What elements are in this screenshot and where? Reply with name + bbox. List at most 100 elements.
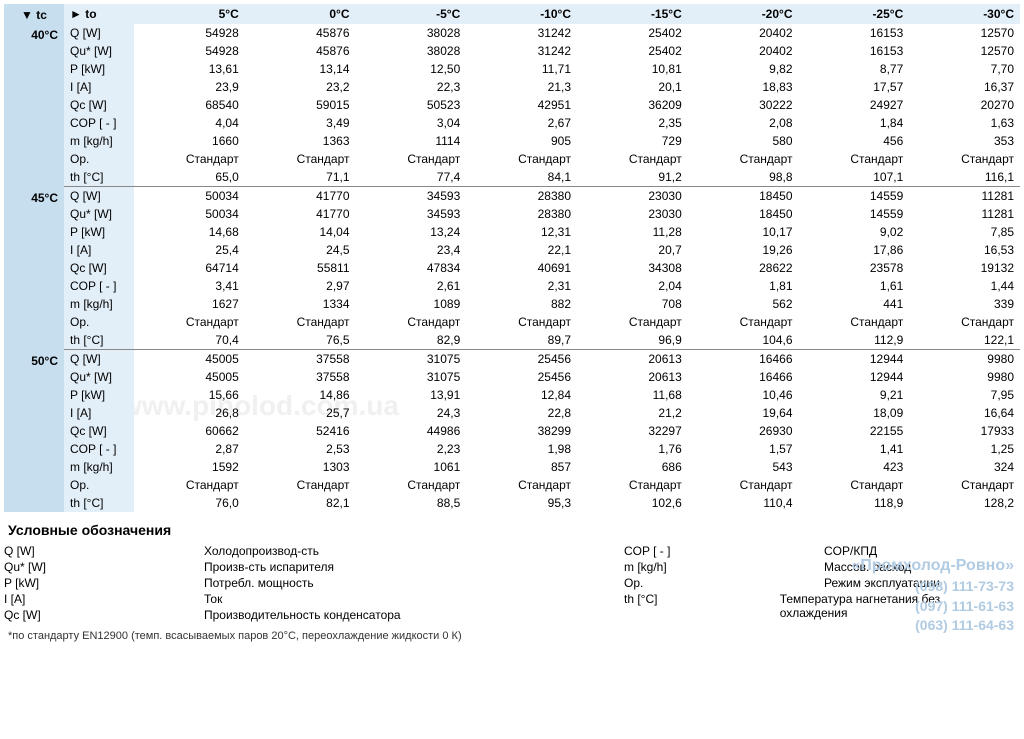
value-cell: 25,7 — [245, 404, 356, 422]
value-cell: 50034 — [134, 205, 245, 223]
table-row: th [°C]70,476,582,989,796,9104,6112,9122… — [4, 331, 1020, 350]
param-cell: Op. — [64, 313, 134, 331]
value-cell: 11281 — [909, 187, 1020, 206]
value-cell: Стандарт — [134, 313, 245, 331]
legend-row: Q [W]Холодопроизвод-сть — [4, 544, 564, 558]
value-cell: 25402 — [577, 42, 688, 60]
value-cell: 30222 — [688, 96, 799, 114]
value-cell: 71,1 — [245, 168, 356, 187]
value-cell: 116,1 — [909, 168, 1020, 187]
table-row: 40°CQ [W]5492845876380283124225402204021… — [4, 24, 1020, 42]
value-cell: 21,3 — [466, 78, 577, 96]
param-cell: Qu* [W] — [64, 368, 134, 386]
value-cell: 857 — [466, 458, 577, 476]
value-cell: 1,41 — [799, 440, 910, 458]
value-cell: 1,61 — [799, 277, 910, 295]
value-cell: 12570 — [909, 42, 1020, 60]
value-cell: Стандарт — [245, 150, 356, 168]
legend-key: Qc [W] — [4, 608, 204, 622]
table-row: P [kW]15,6614,8613,9112,8411,6810,469,21… — [4, 386, 1020, 404]
value-cell: 60662 — [134, 422, 245, 440]
value-cell: 8,77 — [799, 60, 910, 78]
value-cell: 25402 — [577, 24, 688, 42]
value-cell: 353 — [909, 132, 1020, 150]
value-cell: 82,9 — [356, 331, 467, 350]
value-cell: 1,98 — [466, 440, 577, 458]
value-cell: 14559 — [799, 187, 910, 206]
legend-row: P [kW]Потребл. мощность — [4, 576, 564, 590]
value-cell: 16153 — [799, 24, 910, 42]
table-row: I [A]25,424,523,422,120,719,2617,8616,53 — [4, 241, 1020, 259]
value-cell: Стандарт — [245, 476, 356, 494]
legend-key: I [A] — [4, 592, 204, 606]
legend-key: th [°C] — [624, 592, 780, 620]
value-cell: 2,61 — [356, 277, 467, 295]
legend-key: m [kg/h] — [624, 560, 824, 574]
value-cell: Стандарт — [688, 150, 799, 168]
value-cell: 26,8 — [134, 404, 245, 422]
param-cell: m [kg/h] — [64, 295, 134, 313]
legend-col-1: Q [W]Холодопроизвод-стьQu* [W]Произв-сть… — [4, 544, 564, 624]
param-cell: P [kW] — [64, 223, 134, 241]
value-cell: 50034 — [134, 187, 245, 206]
table-row: P [kW]13,6113,1412,5011,7110,819,828,777… — [4, 60, 1020, 78]
value-cell: 16,37 — [909, 78, 1020, 96]
value-cell: Стандарт — [577, 150, 688, 168]
value-cell: Стандарт — [909, 150, 1020, 168]
value-cell: 11281 — [909, 205, 1020, 223]
table-row: COP [ - ]2,872,532,231,981,761,571,411,2… — [4, 440, 1020, 458]
value-cell: 20613 — [577, 350, 688, 369]
table-row: Qc [W]6471455811478344069134308286222357… — [4, 259, 1020, 277]
value-cell: 2,67 — [466, 114, 577, 132]
value-cell: Стандарт — [356, 476, 467, 494]
value-cell: 9980 — [909, 368, 1020, 386]
value-cell: 16466 — [688, 350, 799, 369]
param-cell: m [kg/h] — [64, 458, 134, 476]
value-cell: 2,87 — [134, 440, 245, 458]
value-cell: 23030 — [577, 187, 688, 206]
table-row: 50°CQ [W]4500537558310752545620613164661… — [4, 350, 1020, 369]
table-row: m [kg/h]159213031061857686543423324 — [4, 458, 1020, 476]
value-cell: 1114 — [356, 132, 467, 150]
value-cell: 23578 — [799, 259, 910, 277]
value-cell: 40691 — [466, 259, 577, 277]
table-row: COP [ - ]3,412,972,612,312,041,811,611,4… — [4, 277, 1020, 295]
value-cell: Стандарт — [466, 150, 577, 168]
value-cell: 13,24 — [356, 223, 467, 241]
legend-value: Режим эксплуатации — [824, 576, 940, 590]
value-cell: 1,76 — [577, 440, 688, 458]
table-row: COP [ - ]4,043,493,042,672,352,081,841,6… — [4, 114, 1020, 132]
value-cell: 34593 — [356, 187, 467, 206]
value-cell: 1592 — [134, 458, 245, 476]
col-header: -15°C — [577, 4, 688, 24]
value-cell: 441 — [799, 295, 910, 313]
value-cell: 23,9 — [134, 78, 245, 96]
value-cell: 18450 — [688, 187, 799, 206]
legend-key: P [kW] — [4, 576, 204, 590]
legend-value: Потребл. мощность — [204, 576, 564, 590]
value-cell: 38299 — [466, 422, 577, 440]
value-cell: 110,4 — [688, 494, 799, 512]
legend-key: COP [ - ] — [624, 544, 824, 558]
value-cell: Стандарт — [799, 150, 910, 168]
param-cell: I [A] — [64, 241, 134, 259]
value-cell: 28622 — [688, 259, 799, 277]
value-cell: 23030 — [577, 205, 688, 223]
value-cell: 19132 — [909, 259, 1020, 277]
value-cell: 3,49 — [245, 114, 356, 132]
value-cell: Стандарт — [909, 476, 1020, 494]
value-cell: 50523 — [356, 96, 467, 114]
legend-row: COP [ - ]COP/КПД — [624, 544, 960, 558]
param-cell: Qu* [W] — [64, 205, 134, 223]
legend-row: Qc [W]Производительность конденсатора — [4, 608, 564, 622]
param-cell: Q [W] — [64, 24, 134, 42]
value-cell: 16,64 — [909, 404, 1020, 422]
value-cell: 7,95 — [909, 386, 1020, 404]
param-cell: Q [W] — [64, 350, 134, 369]
table-row: P [kW]14,6814,0413,2412,3111,2810,179,02… — [4, 223, 1020, 241]
value-cell: 41770 — [245, 187, 356, 206]
value-cell: 3,41 — [134, 277, 245, 295]
value-cell: 37558 — [245, 368, 356, 386]
value-cell: 19,64 — [688, 404, 799, 422]
value-cell: 12,31 — [466, 223, 577, 241]
